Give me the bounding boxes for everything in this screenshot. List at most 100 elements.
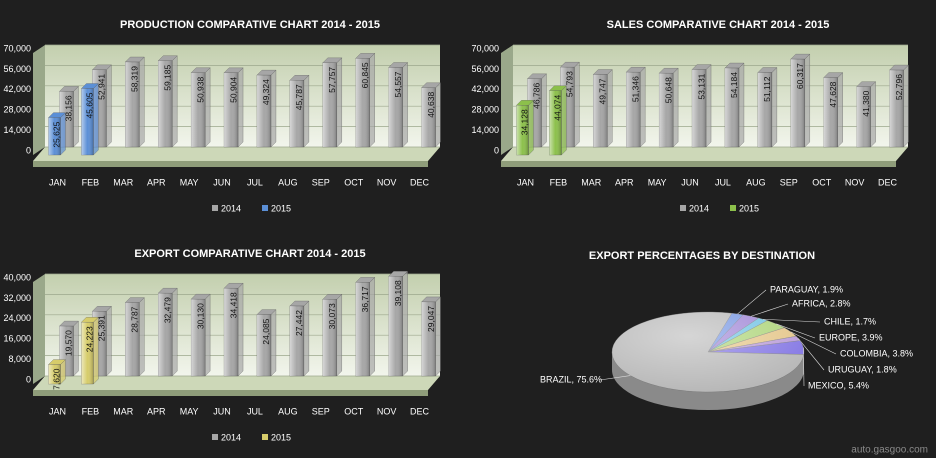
bar-shine — [81, 322, 94, 384]
legend-label: 2014 — [689, 203, 709, 213]
slice-label: AFRICA, 2.8% — [792, 298, 851, 308]
x-tick-label: JUL — [247, 406, 263, 416]
floor-edge — [33, 390, 428, 396]
slice-label: CHILE, 1.7% — [824, 316, 876, 326]
bar-shine — [48, 117, 61, 155]
value-label: 54,184 — [729, 72, 739, 98]
value-label: 29,047 — [426, 306, 436, 332]
bar-shine — [355, 58, 370, 147]
bar-shine — [256, 314, 271, 376]
chart-title: EXPORT COMPARATIVE CHART 2014 - 2015 — [134, 248, 365, 260]
value-label: 34,418 — [228, 292, 238, 318]
floor — [33, 147, 440, 161]
bar-shine — [224, 288, 239, 376]
bar-side — [237, 67, 244, 148]
x-tick-label: MAR — [581, 177, 602, 187]
x-tick-label: SEP — [780, 177, 798, 187]
x-tick-label: MAY — [648, 177, 667, 187]
x-tick-label: MAR — [113, 406, 134, 416]
bar-side — [237, 282, 244, 377]
x-tick-label: DEC — [410, 177, 430, 187]
value-label: 51,112 — [762, 76, 772, 102]
bar-shine — [125, 302, 140, 376]
leader-line — [737, 289, 767, 315]
value-label: 50,938 — [195, 77, 205, 103]
bar-shine — [889, 70, 904, 147]
side-wall — [33, 274, 45, 384]
x-tick-label: NOV — [845, 177, 865, 187]
y-tick-label: 0 — [26, 145, 31, 155]
value-label: 49,747 — [598, 78, 608, 104]
value-label: 25,625 — [52, 121, 62, 147]
bar-side — [139, 56, 145, 148]
x-tick-label: JAN — [49, 177, 66, 187]
bar-side — [172, 55, 178, 148]
bar-shine — [388, 67, 403, 147]
y-tick-label: 0 — [494, 145, 499, 155]
bar-side — [73, 320, 79, 377]
x-tick-label: MAY — [180, 177, 199, 187]
y-tick-label: 32,000 — [3, 293, 31, 303]
y-tick-label: 28,000 — [3, 105, 31, 115]
bar-shine — [256, 75, 271, 147]
y-tick-label: 16,000 — [3, 334, 31, 344]
chart-title: PRODUCTION COMPARATIVE CHART 2014 - 2015 — [120, 19, 380, 31]
slice-label: URUGUAY, 1.8% — [828, 364, 897, 374]
value-label: 53,131 — [696, 73, 706, 99]
bar-side — [435, 296, 441, 377]
bar-side — [303, 74, 310, 148]
legend-swatch — [212, 205, 218, 211]
value-label: 60,845 — [360, 62, 370, 88]
bar-side — [106, 305, 112, 377]
legend-swatch — [262, 205, 268, 211]
x-tick-label: JUL — [247, 177, 263, 187]
y-tick-label: 42,000 — [3, 84, 31, 94]
pie-side — [612, 352, 804, 410]
floor — [33, 376, 440, 390]
slice-label: EUROPE, 3.9% — [819, 332, 883, 342]
value-label: 36,717 — [360, 286, 370, 312]
bar-shine — [125, 62, 140, 147]
bar-side — [336, 293, 342, 377]
value-label: 47,628 — [828, 81, 838, 107]
value-label: 40,638 — [426, 92, 436, 118]
value-label: 45,605 — [85, 92, 95, 118]
x-tick-label: SEP — [312, 177, 330, 187]
bar-side — [270, 309, 277, 377]
x-tick-label: JAN — [49, 406, 66, 416]
y-tick-label: 56,000 — [3, 64, 31, 74]
bar-side — [369, 277, 375, 377]
chart-title: EXPORT PERCENTAGES BY DESTINATION — [589, 250, 815, 262]
value-label: 19,570 — [64, 330, 74, 356]
y-tick-label: 42,000 — [471, 84, 499, 94]
side-wall — [501, 45, 513, 155]
value-label: 38,156 — [64, 95, 74, 121]
legend-label: 2014 — [221, 432, 241, 442]
bar-side — [402, 62, 408, 148]
y-tick-label: 24,000 — [3, 313, 31, 323]
bar-side — [139, 297, 145, 377]
bar-shine — [692, 69, 707, 147]
value-label: 50,648 — [663, 77, 673, 103]
x-tick-label: AUG — [278, 406, 298, 416]
bar-shine — [158, 293, 173, 376]
value-label: 52,796 — [894, 74, 904, 100]
bar-shine — [289, 80, 304, 147]
bar-shine — [790, 59, 805, 147]
legend-label: 2015 — [739, 203, 759, 213]
bar-shine — [724, 68, 739, 147]
slice-label: PARAGUAY, 1.9% — [770, 284, 843, 294]
y-tick-label: 0 — [26, 374, 31, 384]
bar-shine — [191, 299, 206, 376]
bar-side — [402, 270, 408, 377]
value-label: 54,557 — [393, 71, 403, 97]
bar-shine — [289, 306, 304, 376]
legend-label: 2015 — [271, 203, 291, 213]
x-tick-label: MAR — [113, 177, 134, 187]
value-label: 30,130 — [195, 303, 205, 329]
bar-side — [369, 52, 375, 148]
slice-label: BRAZIL, 75.6% — [540, 374, 602, 384]
bar-side — [903, 64, 909, 148]
value-label: 59,185 — [162, 64, 172, 90]
